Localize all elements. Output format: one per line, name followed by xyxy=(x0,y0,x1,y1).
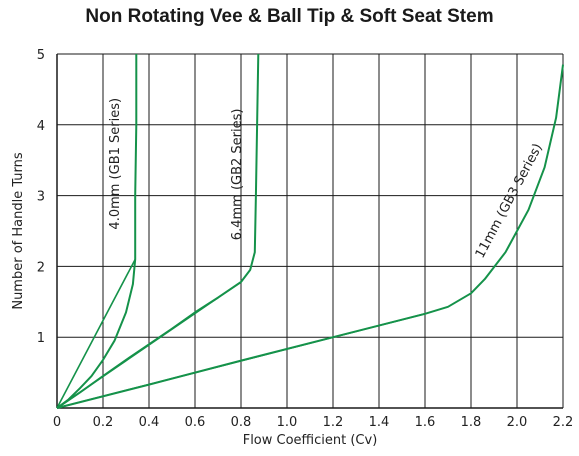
x-tick-label: 0.6 xyxy=(185,415,206,430)
x-tick-label: 0.2 xyxy=(93,415,114,430)
y-tick-label: 3 xyxy=(37,190,45,205)
axes: 0 0.2 0.4 0.6 0.8 1.0 1.2 1.4 1.6 1.8 2.0 2.2 1 2 3 4 5 xyxy=(37,48,574,430)
y-tick-label: 2 xyxy=(37,260,45,275)
x-tick-label: 0.4 xyxy=(139,415,160,430)
x-tick-label: 0 xyxy=(53,415,61,430)
x-tick-label: 2.0 xyxy=(507,415,528,430)
x-tick-label: 1.6 xyxy=(415,415,436,430)
series-lines xyxy=(56,53,564,409)
y-tick-label: 1 xyxy=(37,331,45,346)
series-line xyxy=(56,53,260,409)
x-tick-label: 2.2 xyxy=(553,415,574,430)
series-linear-line xyxy=(56,281,242,409)
x-tick-label: 1.2 xyxy=(323,415,344,430)
curve-label: 4.0mm (GB1 Series) xyxy=(108,98,123,230)
series-linear-line xyxy=(56,313,426,409)
series-linear-line xyxy=(56,258,136,409)
x-axis-label: Flow Coefficient (Cv) xyxy=(243,433,378,448)
x-tick-label: 0.8 xyxy=(231,415,252,430)
y-tick-label: 5 xyxy=(37,48,45,63)
y-axis-label: Number of Handle Turns xyxy=(11,152,26,310)
chart-title: Non Rotating Vee & Ball Tip & Soft Seat … xyxy=(85,6,494,27)
curve-label: 6.4mm (GB2 Series) xyxy=(230,109,245,241)
curve-label: 11mm (GB3 Series) xyxy=(473,141,546,261)
curve-labels: 4.0mm (GB1 Series) 6.4mm (GB2 Series) 11mm… xyxy=(108,98,546,261)
x-tick-label: 1.4 xyxy=(369,415,390,430)
x-tick-label: 1.8 xyxy=(461,415,482,430)
x-tick-label: 1.0 xyxy=(277,415,298,430)
series-line xyxy=(56,54,138,409)
y-tick-label: 4 xyxy=(37,119,45,134)
